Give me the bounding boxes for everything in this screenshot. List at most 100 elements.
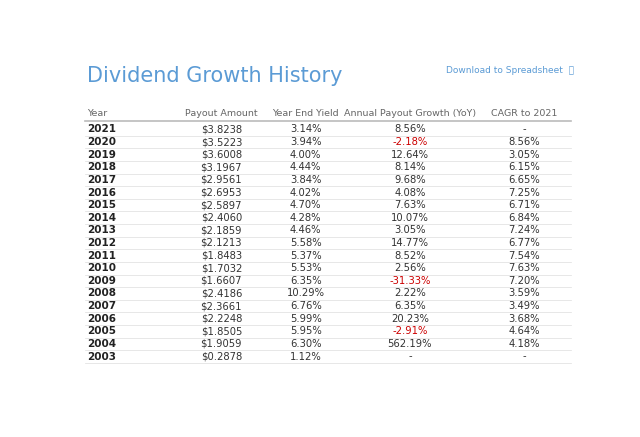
Text: $1.8505: $1.8505 [201, 326, 242, 336]
Text: Payout Amount: Payout Amount [185, 109, 258, 118]
Text: 8.14%: 8.14% [394, 162, 426, 172]
Text: 3.14%: 3.14% [290, 125, 321, 135]
Text: 6.35%: 6.35% [290, 276, 321, 286]
Text: 7.20%: 7.20% [508, 276, 540, 286]
Text: 14.77%: 14.77% [391, 238, 429, 248]
Text: 2017: 2017 [88, 175, 116, 185]
Text: 6.71%: 6.71% [508, 200, 540, 210]
Text: 3.49%: 3.49% [508, 301, 540, 311]
Text: 6.65%: 6.65% [508, 175, 540, 185]
Text: 2015: 2015 [88, 200, 116, 210]
Text: 3.59%: 3.59% [508, 288, 540, 298]
Text: 6.30%: 6.30% [290, 339, 321, 349]
Text: 8.52%: 8.52% [394, 250, 426, 260]
Text: 5.53%: 5.53% [290, 263, 321, 273]
Text: 3.84%: 3.84% [290, 175, 321, 185]
Text: 2.22%: 2.22% [394, 288, 426, 298]
Text: 8.56%: 8.56% [508, 137, 540, 147]
Text: $1.9059: $1.9059 [200, 339, 242, 349]
Text: 2021: 2021 [88, 125, 116, 135]
Text: $1.7032: $1.7032 [201, 263, 242, 273]
Text: $2.5897: $2.5897 [200, 200, 242, 210]
Text: $3.1967: $3.1967 [200, 162, 242, 172]
Text: 3.68%: 3.68% [508, 314, 540, 324]
Text: 10.07%: 10.07% [391, 213, 429, 223]
Text: 2007: 2007 [88, 301, 116, 311]
Text: 2009: 2009 [88, 276, 116, 286]
Text: 7.24%: 7.24% [508, 225, 540, 236]
Text: 6.35%: 6.35% [394, 301, 426, 311]
Text: 7.63%: 7.63% [508, 263, 540, 273]
Text: 12.64%: 12.64% [391, 149, 429, 160]
Text: Dividend Growth History: Dividend Growth History [88, 66, 343, 86]
Text: $0.2878: $0.2878 [201, 351, 242, 361]
Text: -: - [522, 351, 525, 361]
Text: 2020: 2020 [88, 137, 116, 147]
Text: $2.1213: $2.1213 [200, 238, 242, 248]
Text: $2.9561: $2.9561 [200, 175, 242, 185]
Text: Annual Payout Growth (YoY): Annual Payout Growth (YoY) [344, 109, 476, 118]
Text: 7.25%: 7.25% [508, 187, 540, 198]
Text: 2011: 2011 [88, 250, 116, 260]
Text: 8.56%: 8.56% [394, 125, 426, 135]
Text: 2018: 2018 [88, 162, 116, 172]
Text: 4.08%: 4.08% [394, 187, 426, 198]
Text: $3.6008: $3.6008 [201, 149, 242, 160]
Text: $2.3661: $2.3661 [200, 301, 242, 311]
Text: 4.18%: 4.18% [508, 339, 540, 349]
Text: 2016: 2016 [88, 187, 116, 198]
Text: 3.05%: 3.05% [394, 225, 426, 236]
Text: $2.4060: $2.4060 [201, 213, 242, 223]
Text: 9.68%: 9.68% [394, 175, 426, 185]
Text: 3.94%: 3.94% [290, 137, 321, 147]
Text: 2006: 2006 [88, 314, 116, 324]
Text: 2012: 2012 [88, 238, 116, 248]
Text: 4.02%: 4.02% [290, 187, 321, 198]
Text: 4.44%: 4.44% [290, 162, 321, 172]
Text: 6.76%: 6.76% [290, 301, 321, 311]
Text: 2010: 2010 [88, 263, 116, 273]
Text: 6.84%: 6.84% [508, 213, 540, 223]
Text: -2.91%: -2.91% [392, 326, 428, 336]
Text: 2019: 2019 [88, 149, 116, 160]
Text: CAGR to 2021: CAGR to 2021 [491, 109, 557, 118]
Text: 4.00%: 4.00% [290, 149, 321, 160]
Text: 2.56%: 2.56% [394, 263, 426, 273]
Text: 5.58%: 5.58% [290, 238, 321, 248]
Text: Download to Spreadsheet  ⤓: Download to Spreadsheet ⤓ [445, 66, 573, 75]
Text: -31.33%: -31.33% [389, 276, 431, 286]
Text: $2.4186: $2.4186 [201, 288, 242, 298]
Text: 2013: 2013 [88, 225, 116, 236]
Text: 2004: 2004 [88, 339, 116, 349]
Text: 6.77%: 6.77% [508, 238, 540, 248]
Text: 4.46%: 4.46% [290, 225, 321, 236]
Text: -2.18%: -2.18% [392, 137, 428, 147]
Text: 20.23%: 20.23% [391, 314, 429, 324]
Text: 4.64%: 4.64% [508, 326, 540, 336]
Text: Year End Yield: Year End Yield [273, 109, 339, 118]
Text: 7.54%: 7.54% [508, 250, 540, 260]
Text: -: - [408, 351, 412, 361]
Text: 1.12%: 1.12% [290, 351, 321, 361]
Text: 2008: 2008 [88, 288, 116, 298]
Text: $2.1859: $2.1859 [200, 225, 242, 236]
Text: 2003: 2003 [88, 351, 116, 361]
Text: 10.29%: 10.29% [287, 288, 324, 298]
Text: 5.37%: 5.37% [290, 250, 321, 260]
Text: $3.8238: $3.8238 [201, 125, 242, 135]
Text: 4.28%: 4.28% [290, 213, 321, 223]
Text: $2.6953: $2.6953 [200, 187, 242, 198]
Text: Year: Year [88, 109, 108, 118]
Text: $1.8483: $1.8483 [201, 250, 242, 260]
Text: 7.63%: 7.63% [394, 200, 426, 210]
Text: 2014: 2014 [88, 213, 116, 223]
Text: $3.5223: $3.5223 [201, 137, 242, 147]
Text: 3.05%: 3.05% [508, 149, 540, 160]
Text: 4.70%: 4.70% [290, 200, 321, 210]
Text: $1.6607: $1.6607 [200, 276, 242, 286]
Text: 2005: 2005 [88, 326, 116, 336]
Text: 5.99%: 5.99% [290, 314, 321, 324]
Text: 562.19%: 562.19% [388, 339, 432, 349]
Text: 6.15%: 6.15% [508, 162, 540, 172]
Text: 5.95%: 5.95% [290, 326, 321, 336]
